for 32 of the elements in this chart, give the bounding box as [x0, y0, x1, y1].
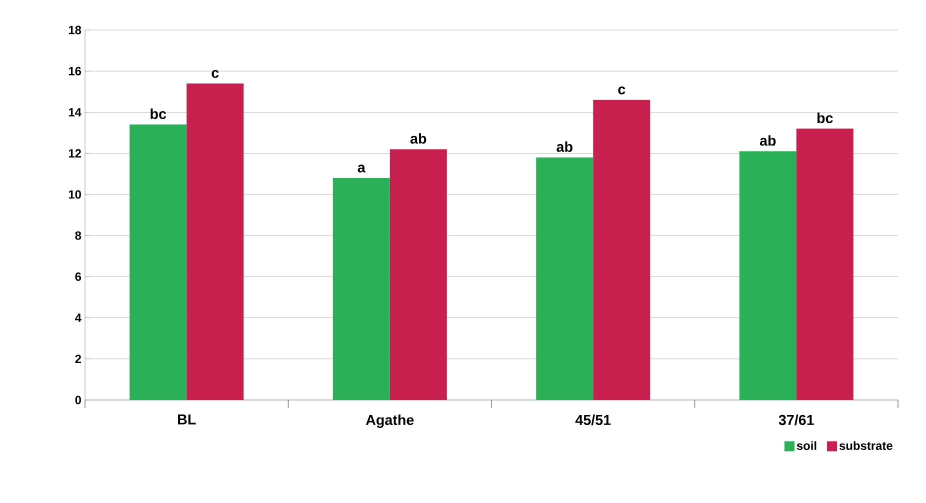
y-tick-label: 8 — [75, 231, 82, 240]
y-tick-label: 0 — [75, 396, 81, 404]
y-tick-label: 4 — [75, 314, 82, 322]
y-tick-label: 16 — [68, 66, 82, 76]
legend-label: soil — [796, 441, 816, 450]
y-tick-label: 10 — [68, 190, 81, 199]
bar — [186, 83, 244, 400]
x-tick-label: BL — [178, 414, 196, 424]
bar — [390, 149, 447, 400]
y-tick-label: 14 — [68, 108, 82, 116]
annotation: c — [212, 70, 219, 78]
bar — [536, 157, 594, 400]
annotation: bc — [150, 108, 166, 120]
legend-label: substrate — [839, 441, 892, 450]
bar — [130, 124, 187, 400]
y-tick-label: 2 — [75, 354, 82, 364]
annotation: a — [358, 164, 366, 172]
annotation: ab — [410, 133, 426, 144]
annotation: ab — [760, 135, 776, 146]
x-tick-label: Agathe — [366, 414, 414, 428]
y-tick-label: 12 — [68, 149, 81, 158]
y-tick-label: 18 — [68, 26, 82, 34]
bar — [332, 178, 390, 400]
x-tick-label: 45/51 — [575, 414, 611, 426]
y-tick-label: 6 — [75, 272, 82, 281]
bar — [593, 100, 650, 400]
annotation: c — [618, 86, 626, 94]
annotation: bc — [817, 112, 833, 124]
x-tick-label: 37/61 — [778, 414, 814, 426]
annotation: ab — [556, 141, 572, 152]
bar — [739, 151, 796, 400]
bar — [796, 128, 854, 400]
